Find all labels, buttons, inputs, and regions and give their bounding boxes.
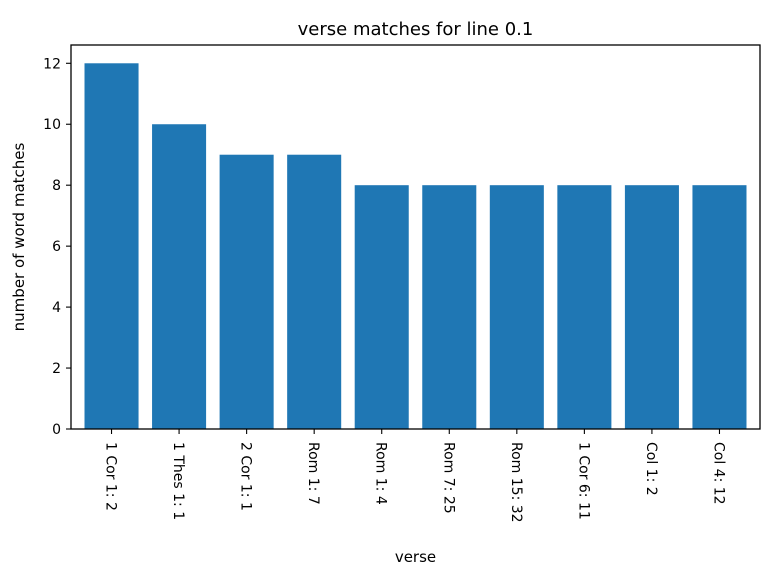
x-axis: 1 Cor 1: 2 1 Thes 1: 1 2 Cor 1: 1 Rom 1: 7 R…	[103, 429, 726, 523]
bar	[84, 63, 139, 430]
bar	[624, 185, 679, 429]
bar	[152, 124, 207, 429]
bar	[692, 185, 747, 429]
x-axis-label: verse	[395, 548, 436, 566]
y-axis: 0 2 4 6 8 10 12	[43, 56, 71, 438]
x-tick-label: Col 4: 12	[710, 442, 726, 505]
x-tick-label: Rom 7: 25	[440, 442, 456, 514]
x-tick-label: 1 Thes 1: 1	[170, 442, 186, 520]
x-tick-label: Rom 1: 4	[373, 442, 389, 505]
bar	[287, 154, 342, 429]
x-tick-label: 1 Cor 1: 2	[103, 442, 119, 511]
y-tick-label: 8	[52, 178, 61, 194]
x-tick-label: 2 Cor 1: 1	[238, 442, 254, 511]
bar	[489, 185, 544, 429]
y-tick-label: 2	[52, 361, 61, 377]
y-tick-label: 10	[43, 117, 61, 133]
x-tick-label: Col 1: 2	[643, 442, 659, 496]
bars-group	[84, 63, 747, 430]
x-tick-label: Rom 1: 7	[305, 442, 321, 505]
bar	[219, 154, 274, 429]
x-tick-label: 1 Cor 6: 11	[575, 442, 591, 520]
plot-frame	[70, 44, 761, 430]
y-axis-label: number of word matches	[10, 142, 28, 331]
y-tick-label: 4	[52, 300, 61, 316]
y-tick-label: 12	[43, 56, 61, 72]
bar	[557, 185, 612, 429]
y-tick-label: 6	[52, 239, 61, 255]
bar	[354, 185, 409, 429]
x-tick-label: Rom 15: 32	[508, 442, 524, 523]
chart-title: verse matches for line 0.1	[298, 19, 534, 40]
y-tick-label: 0	[52, 422, 61, 438]
bar	[422, 185, 477, 429]
